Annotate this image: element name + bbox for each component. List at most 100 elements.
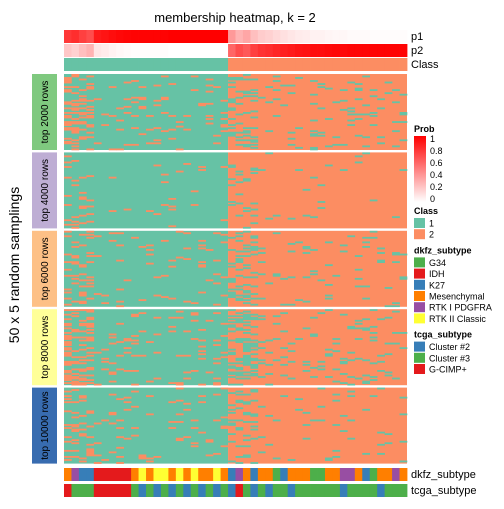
speckle-cell [71,389,80,391]
subtype-cell [377,484,386,497]
speckle-cell [175,310,184,313]
speckle-cell [235,362,244,365]
speckle-cell [250,365,259,368]
speckle-cell [71,145,80,148]
speckle-cell [362,382,371,384]
speckle-cell [64,297,72,300]
speckle-cell [64,90,72,93]
speckle-cell [64,390,72,393]
speckle-cell [205,78,214,81]
speckle-cell [399,112,408,114]
speckle-cell [392,305,400,308]
speckle-cell [354,377,363,380]
subtype-cell [86,484,95,497]
speckle-cell [362,136,371,139]
speckle-cell [272,274,281,277]
speckle-cell [377,107,385,110]
speckle-cell [64,348,72,351]
track-cell [138,58,147,71]
speckle-cell [64,80,72,82]
speckle-cell [78,362,87,365]
speckle-cell [242,332,251,334]
speckle-cell [228,419,236,422]
speckle-cell [354,357,363,360]
speckle-cell [272,75,281,78]
speckle-cell [242,321,251,324]
speckle-cell [205,249,214,251]
speckle-cell [116,341,124,343]
track-dkfz-subtype: dkfz_subtype [64,468,476,481]
speckle-cell [131,354,139,357]
speckle-cell [183,115,192,117]
speckle-cell [71,377,80,380]
speckle-cell [198,264,206,267]
speckle-cell [242,348,251,351]
speckle-cell [131,335,139,337]
speckle-cell [362,374,371,377]
speckle-cell [168,401,177,404]
legend-item-label: 2 [429,230,434,240]
row-group-panel: top 10000 rows [32,387,408,464]
speckle-cell [228,236,236,239]
speckle-cell [265,217,274,220]
speckle-cell [213,339,221,342]
speckle-cell [362,241,371,244]
subtype-cell [354,468,363,481]
speckle-cell [131,383,139,386]
speckle-cell [310,335,318,337]
speckle-cell [384,305,393,308]
speckle-cell [302,300,311,303]
speckle-cell [71,350,80,353]
subtype-cell [347,468,356,481]
track-cell [295,30,304,43]
speckle-cell [101,348,110,351]
speckle-cell [213,273,221,276]
speckle-cell [168,208,177,211]
speckle-cell [228,78,236,81]
speckle-cell [317,279,326,282]
speckle-cell [310,102,318,105]
speckle-cell [131,127,139,130]
speckle-cell [228,204,236,206]
speckle-cell [190,89,199,92]
speckle-cell [146,380,154,383]
speckle-cell [242,296,251,298]
speckle-cell [354,134,363,137]
subtype-cell [384,484,393,497]
track-cell [280,44,289,57]
speckle-cell [399,347,408,350]
speckle-cell [86,136,95,139]
subtype-cell [183,468,192,481]
speckle-cell [250,342,259,345]
speckle-cell [71,356,80,359]
row-group-color-block [32,387,57,464]
speckle-cell [78,128,87,131]
speckle-cell [198,291,206,294]
speckle-cell [399,139,408,142]
speckle-cell [242,393,251,396]
speckle-cell [228,107,236,110]
speckle-cell [190,190,199,193]
subtype-cell [384,468,393,481]
speckle-cell [198,401,206,404]
speckle-cell [220,351,229,354]
speckle-cell [78,191,87,194]
speckle-cell [78,399,87,402]
speckle-cell [354,161,363,164]
speckle-cell [71,376,80,378]
speckle-cell [332,399,341,402]
speckle-cell [242,456,251,458]
speckle-cell [242,401,251,404]
speckle-cell [78,336,87,339]
subtype-cell [280,468,289,481]
speckle-cell [242,356,251,359]
track-cell [86,44,95,57]
speckle-cell [369,336,378,339]
track-cell [123,44,132,57]
speckle-cell [324,459,333,461]
track-cell [123,58,132,71]
track-cell [198,30,207,43]
speckle-cell [205,84,214,87]
speckle-cell [302,188,311,191]
